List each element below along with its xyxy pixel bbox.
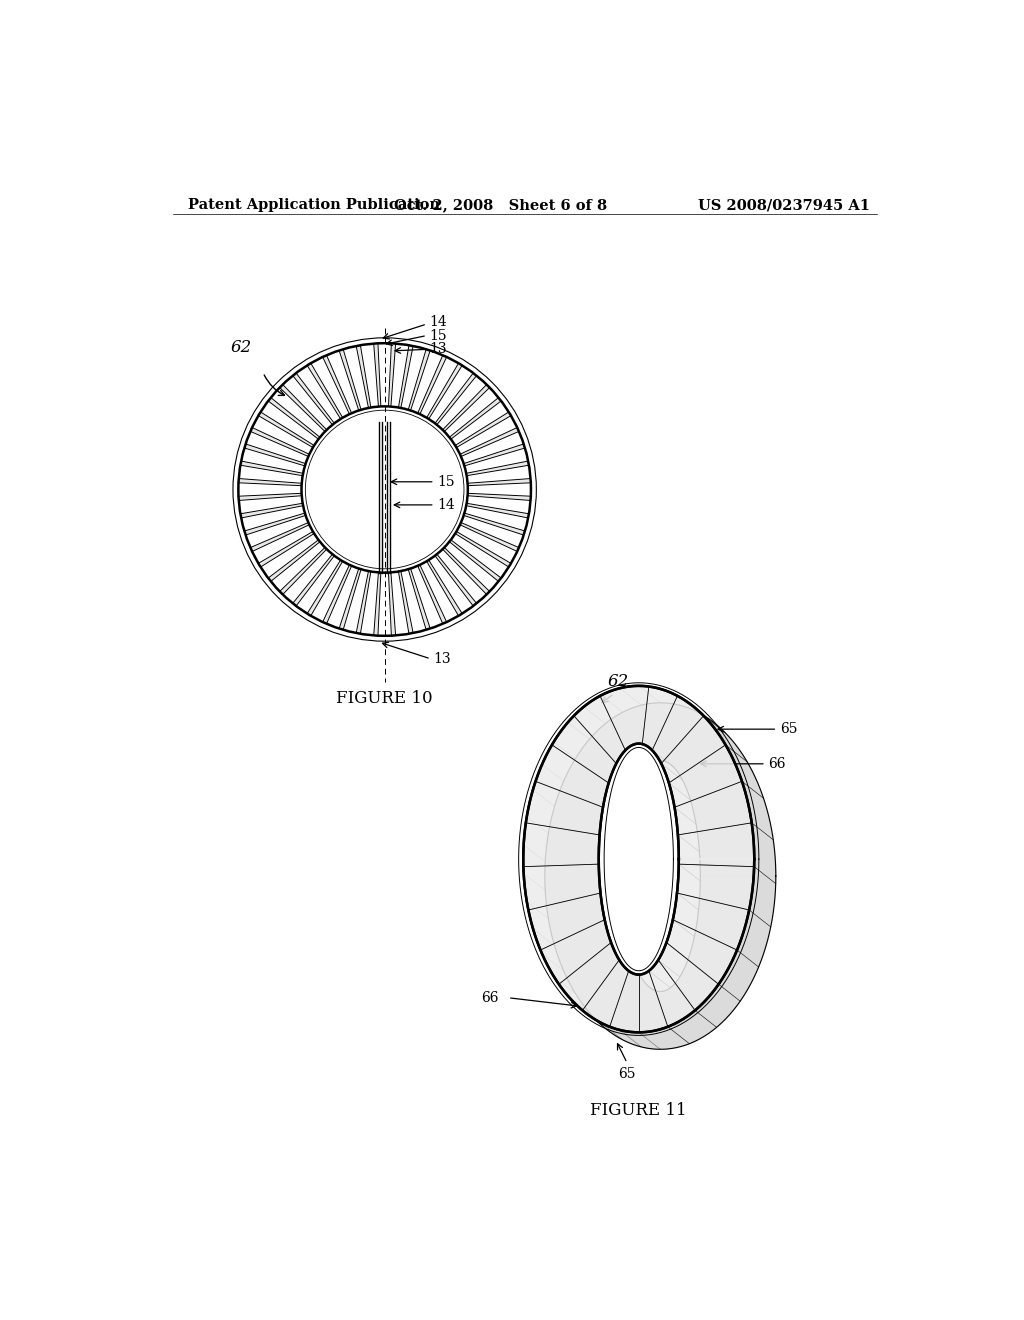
Polygon shape — [400, 346, 426, 409]
Polygon shape — [465, 506, 528, 531]
Polygon shape — [296, 366, 341, 424]
Polygon shape — [283, 549, 333, 603]
Polygon shape — [239, 343, 531, 636]
Polygon shape — [437, 376, 486, 430]
Polygon shape — [296, 556, 341, 614]
Text: 62: 62 — [230, 338, 252, 355]
Polygon shape — [327, 351, 358, 413]
Polygon shape — [239, 483, 302, 496]
Text: Oct. 2, 2008   Sheet 6 of 8: Oct. 2, 2008 Sheet 6 of 8 — [393, 198, 607, 213]
Text: 66: 66 — [481, 991, 499, 1005]
Polygon shape — [444, 388, 499, 437]
Polygon shape — [451, 401, 509, 445]
Polygon shape — [283, 376, 333, 430]
Polygon shape — [545, 702, 776, 1049]
Polygon shape — [420, 356, 459, 417]
Text: 65: 65 — [779, 722, 797, 737]
Text: 15: 15 — [429, 329, 446, 342]
Polygon shape — [270, 541, 325, 591]
Polygon shape — [411, 351, 442, 413]
Text: 65: 65 — [618, 1067, 636, 1081]
Text: Patent Application Publication: Patent Application Publication — [188, 198, 440, 213]
Polygon shape — [391, 572, 409, 635]
Text: 15: 15 — [437, 475, 455, 488]
Polygon shape — [400, 569, 426, 634]
Polygon shape — [239, 465, 303, 483]
Polygon shape — [391, 343, 409, 408]
Polygon shape — [327, 566, 358, 628]
Text: 13: 13 — [429, 342, 446, 356]
Polygon shape — [343, 569, 369, 634]
Polygon shape — [457, 416, 517, 454]
Polygon shape — [311, 356, 349, 417]
Polygon shape — [437, 549, 486, 603]
Polygon shape — [242, 506, 305, 531]
Polygon shape — [242, 447, 305, 474]
Polygon shape — [360, 343, 379, 408]
Polygon shape — [467, 465, 530, 483]
Polygon shape — [461, 515, 523, 548]
Text: 62: 62 — [608, 673, 629, 690]
Polygon shape — [252, 416, 313, 454]
Polygon shape — [311, 561, 349, 622]
Polygon shape — [411, 566, 442, 628]
Polygon shape — [270, 388, 325, 437]
Text: 66: 66 — [768, 756, 785, 771]
Polygon shape — [239, 496, 303, 513]
Polygon shape — [420, 561, 459, 622]
Polygon shape — [457, 525, 517, 564]
Polygon shape — [465, 447, 528, 474]
Text: US 2008/0237945 A1: US 2008/0237945 A1 — [697, 198, 869, 213]
Polygon shape — [343, 346, 369, 409]
Polygon shape — [599, 743, 679, 974]
Polygon shape — [451, 533, 509, 578]
Text: 14: 14 — [437, 498, 455, 512]
Text: 13: 13 — [433, 652, 451, 665]
Polygon shape — [523, 686, 755, 1032]
Polygon shape — [360, 572, 379, 635]
Polygon shape — [468, 483, 531, 496]
Polygon shape — [252, 525, 313, 564]
Polygon shape — [246, 515, 308, 548]
Polygon shape — [444, 541, 499, 591]
Polygon shape — [378, 573, 391, 636]
Polygon shape — [260, 533, 318, 578]
Polygon shape — [429, 556, 473, 614]
Polygon shape — [246, 432, 308, 463]
Polygon shape — [467, 496, 530, 513]
Polygon shape — [260, 401, 318, 445]
Polygon shape — [378, 343, 391, 407]
Text: 14: 14 — [429, 314, 447, 329]
Text: FIGURE 11: FIGURE 11 — [591, 1102, 687, 1118]
Polygon shape — [429, 366, 473, 424]
Text: FIGURE 10: FIGURE 10 — [336, 689, 433, 706]
Polygon shape — [461, 432, 523, 463]
